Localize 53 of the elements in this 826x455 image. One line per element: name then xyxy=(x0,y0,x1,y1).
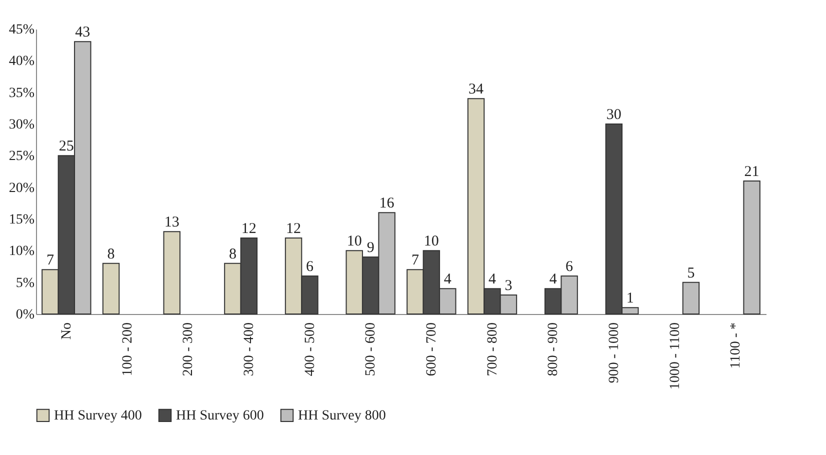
data-label: 3 xyxy=(504,278,512,294)
x-tick-label: 100 - 200 xyxy=(120,322,136,376)
y-tick-label: 10% xyxy=(8,244,35,260)
data-label: 6 xyxy=(566,259,574,275)
y-tick-label: 30% xyxy=(8,118,35,132)
bar xyxy=(682,282,700,314)
x-tick-label: 500 - 600 xyxy=(364,322,379,376)
data-label: 34 xyxy=(468,82,484,98)
y-tick-label: 15% xyxy=(8,212,35,228)
y-tick-label: 20% xyxy=(8,180,35,196)
data-label: 9 xyxy=(366,240,374,256)
y-tick-label: 45% xyxy=(8,22,35,38)
legend-label: HH Survey 600 xyxy=(176,408,264,424)
bar xyxy=(102,262,120,314)
data-label: 13 xyxy=(164,214,180,231)
data-label: 16 xyxy=(379,196,395,212)
x-tick-label: 600 - 700 xyxy=(424,322,440,376)
legend-label: HH Survey 800 xyxy=(298,408,386,424)
data-label: 8 xyxy=(228,246,236,262)
data-label: 10 xyxy=(424,234,439,250)
x-tick-label: 900 - 1000 xyxy=(606,322,622,384)
bar xyxy=(743,180,760,314)
x-tick-label: 300 - 400 xyxy=(242,322,257,376)
data-label: 4 xyxy=(549,272,558,288)
y-tick-label: 35% xyxy=(8,86,35,101)
x-tick-label: 800 - 900 xyxy=(546,322,562,376)
data-label: 25 xyxy=(58,138,74,155)
y-tick-label: 5% xyxy=(16,276,35,291)
y-tick-label: 0% xyxy=(16,308,35,322)
x-tick-label: 400 - 500 xyxy=(302,322,318,376)
data-label: 6 xyxy=(306,259,314,275)
bar xyxy=(163,231,180,314)
y-tick-label: 40% xyxy=(8,54,35,70)
data-label: 10 xyxy=(346,234,362,250)
data-label: 21 xyxy=(744,164,760,180)
data-label: 12 xyxy=(241,221,256,237)
y-tick-label: 25% xyxy=(8,149,35,164)
data-label: 30 xyxy=(606,107,622,123)
x-tick-label: No xyxy=(59,322,74,340)
data-label: 43 xyxy=(75,24,90,41)
x-tick-label: 1000 - 1100 xyxy=(668,322,683,390)
data-label: 1 xyxy=(626,290,634,307)
data-label: 4 xyxy=(444,272,452,288)
x-tick-label: 700 - 800 xyxy=(485,322,500,376)
x-tick-label: 200 - 300 xyxy=(181,322,196,376)
data-label: 5 xyxy=(687,265,695,282)
data-label: 12 xyxy=(286,221,302,237)
data-label: 4 xyxy=(488,272,496,288)
data-label: 7 xyxy=(46,252,54,269)
x-tick-label: 1100 - * xyxy=(728,322,744,369)
data-label: 7 xyxy=(411,252,420,269)
data-label: 8 xyxy=(107,246,115,262)
legend-label: HH Survey 400 xyxy=(54,408,142,424)
